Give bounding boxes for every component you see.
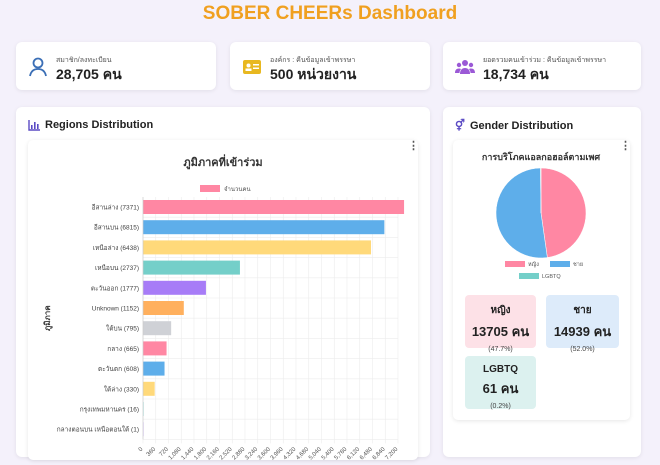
gender-percent: (52.0%) [570,346,595,353]
y-axis-label: ภูมิภาค [43,305,53,331]
y-tick-label: ใต้ล่าง (330) [104,385,139,393]
legend-label: จำนวนคน [224,186,251,193]
bar [143,220,385,235]
stat-value: 500 หน่วยงาน [270,66,357,82]
y-tick-label: เหนือล่าง (6438) [93,244,139,252]
y-tick-label: ตะวันออก (1777) [91,284,139,292]
gender-chart-card: ⋮ การบริโภคแอลกอฮอล์ตามเพศ หญิง ชาย LGBTQ ห… [453,140,631,420]
y-tick-label: ใต้บน (795) [106,325,139,333]
bar [143,240,372,255]
legend-label: LGBTQ [542,274,561,280]
pie-slice [540,167,587,258]
regions-heading-text: Regions Distribution [45,119,154,131]
legend-label: ชาย [573,261,583,268]
pie-slice [495,167,548,259]
stat-card-organizations: องค์กร : คืนข้อมูลเข้าพรรษา 500 หน่วยงาน [230,42,430,90]
y-tick-label: ตะวันตก (608) [98,365,139,373]
page-title: SOBER CHEERs Dashboard [202,3,458,24]
gender-heading-text: Gender Distribution [469,119,574,132]
regions-heading: Regions Distribution [28,119,153,131]
legend-swatch [550,261,570,267]
bar [143,321,172,336]
pie-slice [540,167,542,214]
gender-box-female: หญิง 13705 คน (47.7%) [465,295,536,353]
gender-name: ชาย [573,305,592,316]
gender-name: หญิง [490,305,511,316]
gender-name: LGBTQ [483,364,518,375]
bar [143,280,206,295]
gender-box-lgbtq: LGBTQ 61 คน (0.2%) [465,356,536,410]
stat-label: สมาชิก/ลงทะเบียน [56,57,112,64]
chart-menu-button[interactable]: ⋮ [408,140,419,152]
gender-count: 13705 คน [471,324,530,339]
bar [143,361,165,376]
gender-percent: (0.2%) [490,403,511,410]
bar-chart-icon [28,119,40,131]
legend-swatch [200,185,220,192]
x-tick-label: 360 [146,446,158,458]
bar [143,301,184,315]
users-icon [455,60,475,74]
y-tick-label: Unknown (1152) [92,306,139,313]
gender-box-male: ชาย 14939 คน (52.0%) [546,295,619,353]
y-tick-label: เหนือบน (2737) [95,264,139,272]
stat-card-participants: ยอดรวมคนเข้าร่วม : คืนข้อมูลเข้าพรรษา 18… [443,42,641,90]
gender-heading: ⚥ Gender Distribution [455,119,574,133]
bar [143,200,405,214]
regions-panel: Regions Distribution ⋮ ภูมิภาคที่เข้าร่ว… [16,107,430,461]
chart-title: การบริโภคแอลกอฮอล์ตามเพศ [482,151,601,162]
legend-label: หญิง [528,261,539,268]
stat-value: 28,705 คน [56,66,122,82]
chart-title: ภูมิภาคที่เข้าร่วม [183,154,262,170]
gender-count: 14939 คน [553,324,612,339]
x-tick-label: 0 [138,446,145,453]
stat-card-members: สมาชิก/ลงทะเบียน 28,705 คน [16,42,216,90]
stat-label: ยอดรวมคนเข้าร่วม : คืนข้อมูลเข้าพรรษา [483,57,607,64]
bar [143,381,155,396]
bar [143,260,240,275]
x-tick-label: 7,200 [385,446,400,460]
stat-value: 18,734 คน [483,66,549,82]
y-tick-label: อีสานบน (6815) [94,224,139,232]
regions-chart-card: ⋮ ภูมิภาคที่เข้าร่วม จำนวนคน 0 360 720 1,080 1… [28,140,419,461]
y-tick-label: อีสานล่าง (7371) [92,204,139,212]
gender-panel: ⚥ Gender Distribution ⋮ การบริโภคแอลกอฮอ… [443,107,641,457]
legend-swatch [505,261,525,267]
legend-swatch [519,273,539,279]
chart-menu-button[interactable]: ⋮ [620,140,631,152]
stat-label: องค์กร : คืนข้อมูลเข้าพรรษา [270,57,356,64]
y-tick-label: กลางตอนบน เหนือตอนใต้ (1) [57,426,139,434]
y-tick-label: กลาง (665) [107,346,139,353]
bar [143,341,167,356]
id-card-icon [243,60,261,74]
gender-count: 61 คน [482,381,519,396]
user-icon [29,57,47,77]
gender-percent: (47.7%) [488,346,513,353]
gender-icon: ⚥ [455,120,465,132]
y-tick-label: กรุงเทพมหานคร (16) [80,407,139,414]
